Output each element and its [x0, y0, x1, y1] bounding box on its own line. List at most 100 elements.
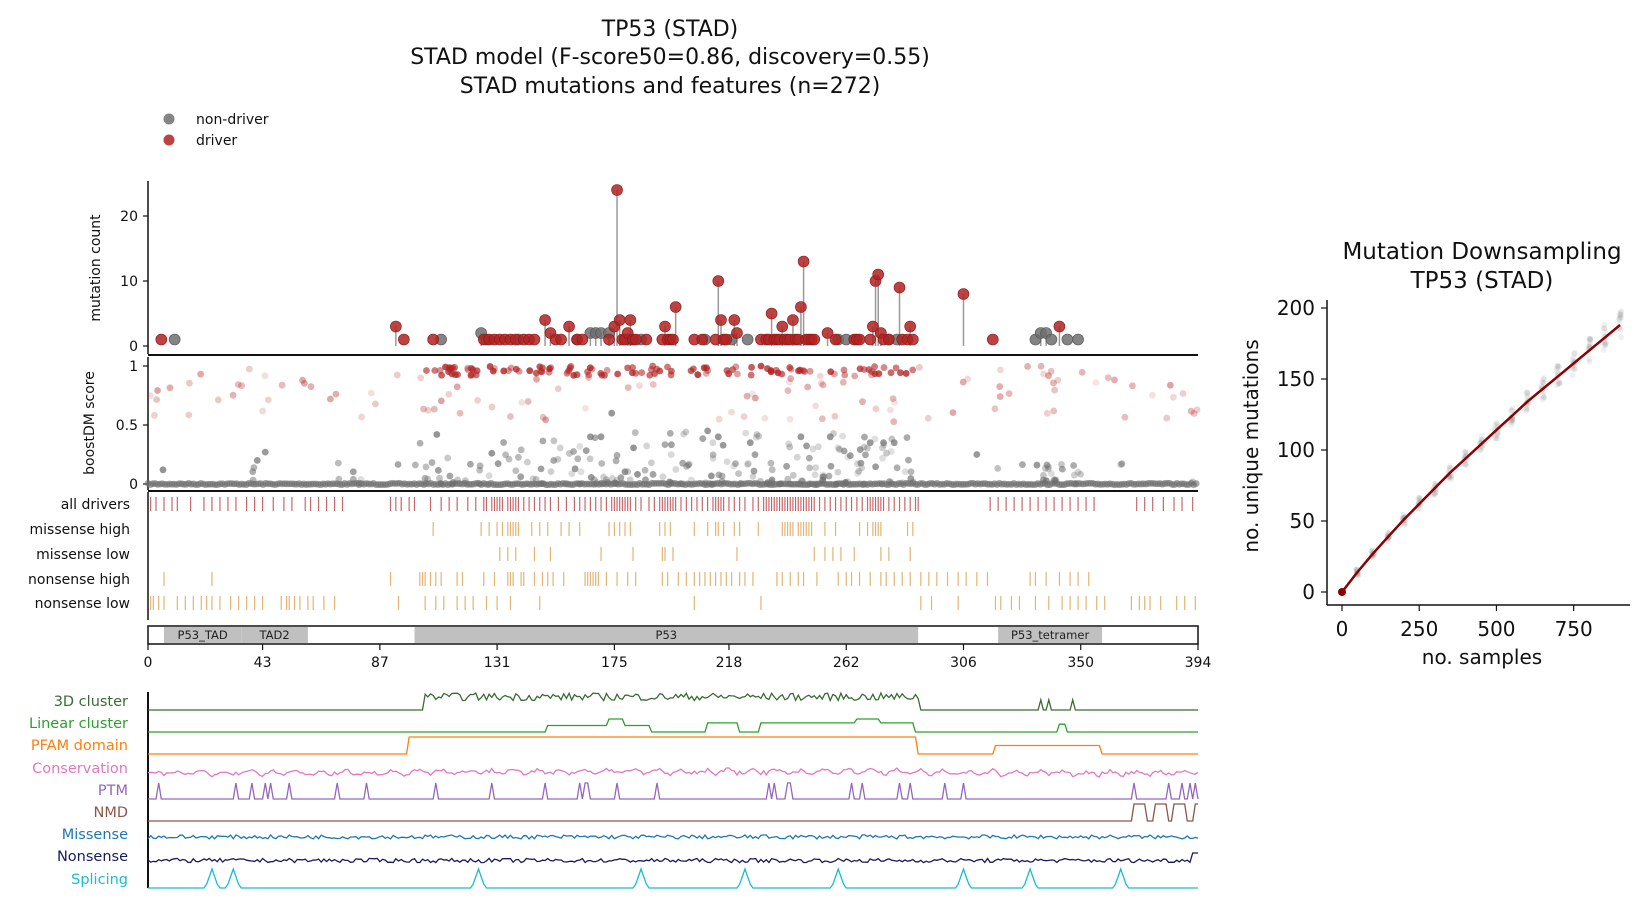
score-point — [893, 464, 901, 472]
score-point — [467, 364, 475, 372]
score-point — [860, 480, 868, 488]
downsampling-replicate-point — [1477, 446, 1484, 453]
score-point — [709, 439, 717, 447]
score-point — [964, 375, 972, 383]
score-point — [664, 363, 671, 371]
score-point — [394, 461, 402, 468]
score-point — [818, 415, 826, 423]
score-point — [153, 396, 161, 404]
score-point — [526, 367, 534, 375]
driver-point — [539, 314, 551, 326]
downsampling-replicate-point — [1478, 436, 1485, 443]
downsampling-xtick-label: 0 — [1336, 617, 1349, 641]
score-point — [545, 368, 553, 376]
score-point — [679, 459, 687, 467]
score-point — [186, 379, 193, 387]
score-point — [586, 455, 594, 463]
score-point — [598, 460, 606, 467]
feature-track-line — [148, 691, 1198, 711]
driver-point — [986, 333, 999, 346]
score-point — [907, 468, 915, 476]
score-point — [476, 480, 484, 488]
score-point — [903, 434, 911, 441]
score-point — [332, 390, 340, 398]
score-point — [811, 471, 819, 479]
score-point — [449, 479, 457, 486]
downsampling-replicate-point — [1555, 363, 1562, 370]
driver-point — [715, 314, 727, 326]
score-point — [783, 462, 790, 470]
score-point — [868, 368, 876, 376]
score-point — [608, 409, 616, 417]
driver-point — [528, 333, 541, 346]
score-point — [747, 371, 755, 379]
downsampling-replicate-point — [1431, 490, 1438, 497]
score-point — [909, 366, 917, 374]
score-point — [1072, 480, 1080, 487]
score-point — [411, 461, 419, 469]
downsampling-replicate-point — [1462, 461, 1469, 468]
score-point — [539, 437, 547, 445]
score-point — [436, 474, 443, 482]
score-point — [570, 448, 577, 455]
score-point — [472, 371, 480, 379]
score-point — [197, 370, 205, 378]
downsampling-replicate-point — [1541, 394, 1548, 401]
score-point — [261, 448, 269, 456]
downsampling-replicate-point — [1492, 422, 1499, 429]
score-point — [834, 444, 842, 452]
downsampling-replicate-point — [1539, 378, 1546, 385]
score-point — [234, 381, 242, 388]
downsampling-replicate-point — [1602, 329, 1609, 336]
downsampling-replicate-point — [1571, 366, 1578, 373]
downsampling-origin-point — [1338, 588, 1346, 596]
downsampling-replicate-point — [1416, 495, 1423, 502]
consequence-panel: all drivers missense high missense low nons… — [28, 492, 1196, 620]
score-point — [687, 476, 695, 484]
score-point — [476, 466, 484, 474]
feature-track-line — [148, 718, 1198, 733]
feature-track-label: PTM — [98, 783, 128, 799]
score-point — [751, 451, 759, 459]
score-point — [453, 383, 461, 391]
downsampling-xlabel: no. samples — [1422, 645, 1542, 669]
score-point — [554, 385, 562, 393]
score-point — [611, 479, 619, 487]
feature-track-line — [147, 852, 1198, 864]
position-xtick-label: 394 — [1185, 655, 1212, 671]
downsampling-replicate-point — [1461, 449, 1468, 456]
downsampling-replicate-point — [1570, 354, 1577, 361]
score-point — [871, 363, 879, 371]
non-driver-point — [168, 333, 181, 346]
protein-domain-label: P53_TAD — [178, 628, 228, 642]
score-point — [866, 439, 874, 447]
score-point — [772, 366, 780, 374]
score-point — [159, 466, 167, 474]
score-point — [864, 444, 871, 452]
score-point — [715, 415, 723, 423]
score-point — [889, 395, 897, 403]
score-point — [532, 475, 540, 483]
score-point — [755, 432, 763, 440]
score-point — [811, 480, 819, 488]
downsampling-replicate-point — [1539, 392, 1546, 399]
downsampling-replicate-point — [1494, 435, 1501, 442]
score-point — [629, 364, 637, 371]
downsampling-replicate-point — [1540, 376, 1547, 383]
downsampling-ytick-label: 0 — [1302, 580, 1315, 604]
score-point — [1190, 410, 1198, 417]
score-point — [506, 413, 514, 420]
position-xtick-label: 0 — [144, 655, 153, 671]
score-point — [740, 413, 748, 421]
score-point — [1033, 461, 1041, 469]
score-point — [767, 459, 775, 467]
score-point — [1042, 477, 1050, 485]
score-point — [238, 382, 246, 390]
score-point — [718, 472, 726, 480]
score-point — [677, 480, 685, 488]
feature-track-line — [148, 803, 1198, 822]
score-point — [742, 429, 750, 437]
score-point — [335, 475, 343, 483]
downsampling-replicate-point — [1587, 336, 1594, 343]
downsampling-replicate-point — [1523, 406, 1530, 413]
